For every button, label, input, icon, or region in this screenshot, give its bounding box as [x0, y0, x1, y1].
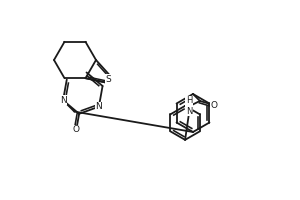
- Text: S: S: [105, 75, 111, 84]
- Text: H
N: H N: [186, 96, 192, 116]
- Text: O: O: [73, 125, 80, 134]
- Text: O: O: [211, 101, 218, 110]
- Text: N: N: [60, 96, 66, 105]
- Text: N: N: [95, 102, 102, 111]
